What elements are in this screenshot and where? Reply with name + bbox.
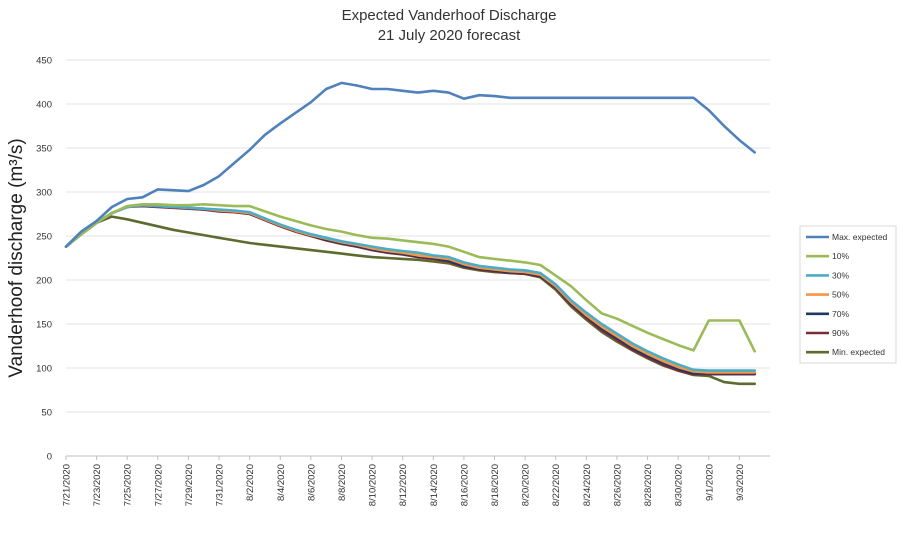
x-tick-label: 9/1/2020 — [704, 464, 715, 501]
x-tick-label: 8/28/2020 — [643, 464, 654, 506]
y-tick-label: 250 — [36, 232, 52, 243]
series-line-10 — [64, 203, 757, 353]
y-tick-label: 150 — [36, 320, 52, 331]
legend-label: Max. expected — [832, 232, 888, 242]
x-tick-label: 8/24/2020 — [582, 464, 593, 506]
x-tick-label: 7/29/2020 — [184, 464, 195, 506]
legend-label: 70% — [832, 309, 849, 319]
y-tick-label: 450 — [36, 56, 52, 67]
x-tick-label: 8/8/2020 — [337, 464, 348, 501]
y-axis-label: Vanderhoof discharge (m³/s) — [6, 138, 27, 377]
x-tick-label: 9/3/2020 — [735, 464, 746, 501]
x-tick-label: 8/18/2020 — [490, 464, 501, 506]
series-line-50 — [64, 203, 757, 374]
x-tick-label: 8/26/2020 — [612, 464, 623, 506]
x-tick-label: 8/10/2020 — [368, 464, 379, 506]
series-line-max-expected — [64, 81, 757, 248]
chart-title: Expected Vanderhoof Discharge — [342, 7, 557, 24]
series-lines — [64, 81, 757, 386]
y-tick-label: 50 — [41, 408, 52, 419]
y-tick-label: 350 — [36, 144, 52, 155]
legend-label: 10% — [832, 251, 849, 261]
chart-subtitle: 21 July 2020 forecast — [378, 27, 521, 44]
legend-label: Min. expected — [832, 347, 885, 357]
legend: Max. expected 10% 30% 50% 70% 90% Min. expecte… — [799, 225, 897, 364]
x-tick-label: 7/25/2020 — [123, 464, 134, 506]
legend-label: 50% — [832, 290, 849, 300]
x-tick-label: 7/31/2020 — [215, 464, 226, 506]
x-tick-label: 8/16/2020 — [459, 464, 470, 506]
x-tick-label: 8/30/2020 — [674, 464, 685, 506]
x-tick-label: 7/27/2020 — [153, 464, 164, 506]
y-tick-label: 400 — [36, 100, 52, 111]
x-tick-label: 8/6/2020 — [306, 464, 317, 501]
x-tick-label: 8/22/2020 — [551, 464, 562, 506]
y-tick-label: 0 — [47, 452, 52, 463]
legend-label: 90% — [832, 328, 849, 338]
series-line-70 — [64, 203, 757, 375]
x-tick-label: 8/12/2020 — [398, 464, 409, 506]
x-tick-label: 8/20/2020 — [521, 464, 532, 506]
x-tick-label: 8/2/2020 — [245, 464, 256, 501]
x-tick-label: 7/21/2020 — [62, 464, 73, 506]
series-line-90 — [64, 204, 757, 376]
x-tick-label: 7/23/2020 — [92, 464, 103, 506]
y-tick-label: 200 — [36, 276, 52, 287]
x-tick-label: 8/14/2020 — [429, 464, 440, 506]
y-tick-labels: 0 50 100 150 200 250 300 350 400 450 — [36, 56, 52, 463]
y-tick-label: 100 — [36, 364, 52, 375]
x-tick-label: 8/4/2020 — [276, 464, 287, 501]
x-tick-labels: 7/21/2020 7/23/2020 7/25/2020 7/27/2020 7/29… — [62, 464, 746, 506]
legend-label: 30% — [832, 270, 849, 280]
series-line-30 — [64, 203, 757, 372]
y-tick-label: 300 — [36, 188, 52, 199]
